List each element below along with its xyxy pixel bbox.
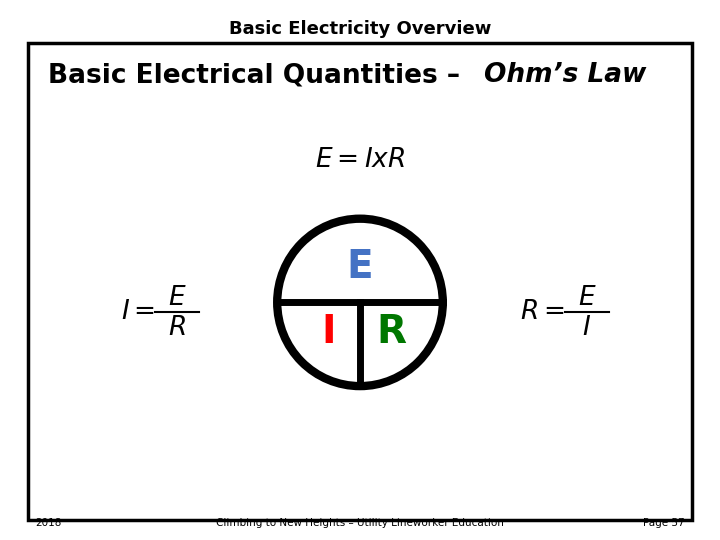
Text: $\mathit{E = I x R}$: $\mathit{E = I x R}$ [315,147,405,173]
Text: $\mathit{R}$: $\mathit{R}$ [168,315,186,341]
Text: Basic Electricity Overview: Basic Electricity Overview [229,20,491,38]
Text: 2018: 2018 [35,518,61,528]
Text: Ohm’s Law: Ohm’s Law [484,62,647,88]
Text: $\mathit{E}$: $\mathit{E}$ [577,286,596,312]
Ellipse shape [277,219,443,386]
Bar [28,43,692,520]
Text: Page 57: Page 57 [644,518,685,528]
Text: $\mathit{E}$: $\mathit{E}$ [168,286,186,312]
Text: $\mathit{R=}$: $\mathit{R=}$ [521,299,565,326]
Text: Basic Electrical Quantities –: Basic Electrical Quantities – [48,62,469,88]
Text: $\mathit{I}$: $\mathit{I}$ [582,315,592,341]
Text: $\mathit{I =}$: $\mathit{I =}$ [121,299,155,326]
Text: I: I [321,313,336,350]
Text: Climbing to New Heights – Utility Lineworker Education: Climbing to New Heights – Utility Linewo… [216,518,504,528]
Text: E: E [347,248,373,286]
Text: R: R [377,313,407,350]
